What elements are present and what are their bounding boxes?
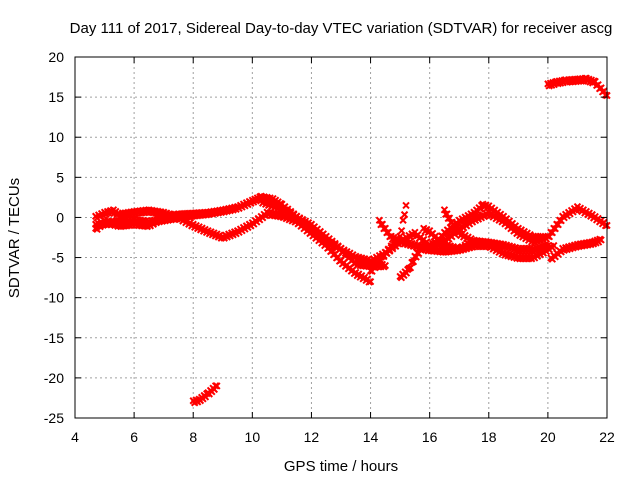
data-point-track-2 bbox=[366, 277, 375, 286]
x-tick-label: 8 bbox=[189, 429, 197, 445]
y-axis-label: SDTVAR / TECUs bbox=[6, 178, 23, 298]
x-axis-label: GPS time / hours bbox=[284, 458, 398, 475]
data-point-track-1 bbox=[402, 201, 410, 210]
axis-ticks: 4 6 8 10 12 14 16 18 20 22 -25 -20 -15 -10 -5 0 5 10 15 20 bbox=[44, 49, 615, 445]
grid-lines bbox=[75, 57, 607, 418]
y-tick-label: 0 bbox=[56, 209, 64, 225]
y-tick-label: -15 bbox=[44, 330, 64, 346]
data-point-track-10 bbox=[213, 382, 221, 390]
data-point-track-7 bbox=[409, 258, 418, 266]
x-tick-label: 4 bbox=[71, 429, 79, 445]
y-tick-label: 15 bbox=[48, 89, 64, 105]
plot-border bbox=[74, 56, 608, 419]
data-point-track-1 bbox=[399, 216, 407, 224]
x-tick-label: 10 bbox=[245, 429, 261, 445]
y-tick-label: -20 bbox=[44, 370, 64, 386]
chart-title: Day 111 of 2017, Sidereal Day-to-day VTE… bbox=[70, 20, 613, 37]
data-point-track-3 bbox=[204, 209, 212, 218]
y-tick-label: -5 bbox=[52, 250, 65, 266]
data-point-track-11 bbox=[600, 87, 608, 95]
data-point-track-1 bbox=[400, 210, 409, 219]
x-tick-label: 6 bbox=[130, 429, 138, 445]
data-point-track-7 bbox=[406, 264, 415, 272]
x-tick-label: 22 bbox=[599, 429, 615, 445]
data-series bbox=[91, 74, 611, 407]
x-tick-label: 12 bbox=[304, 429, 320, 445]
y-tick-label: 5 bbox=[56, 169, 64, 185]
x-tick-label: 14 bbox=[363, 429, 379, 445]
y-tick-label: 20 bbox=[48, 49, 64, 65]
x-tick-label: 20 bbox=[540, 429, 556, 445]
y-tick-label: 10 bbox=[48, 129, 64, 145]
x-tick-label: 16 bbox=[422, 429, 438, 445]
data-point-track-9 bbox=[485, 241, 493, 250]
y-tick-label: -10 bbox=[44, 290, 64, 306]
data-point-track-12 bbox=[597, 236, 605, 244]
y-tick-label: -25 bbox=[44, 410, 64, 426]
data-point-track-1 bbox=[397, 226, 406, 235]
data-point-track-8 bbox=[550, 241, 558, 250]
data-point-track-7 bbox=[538, 233, 546, 242]
x-tick-label: 18 bbox=[481, 429, 497, 445]
